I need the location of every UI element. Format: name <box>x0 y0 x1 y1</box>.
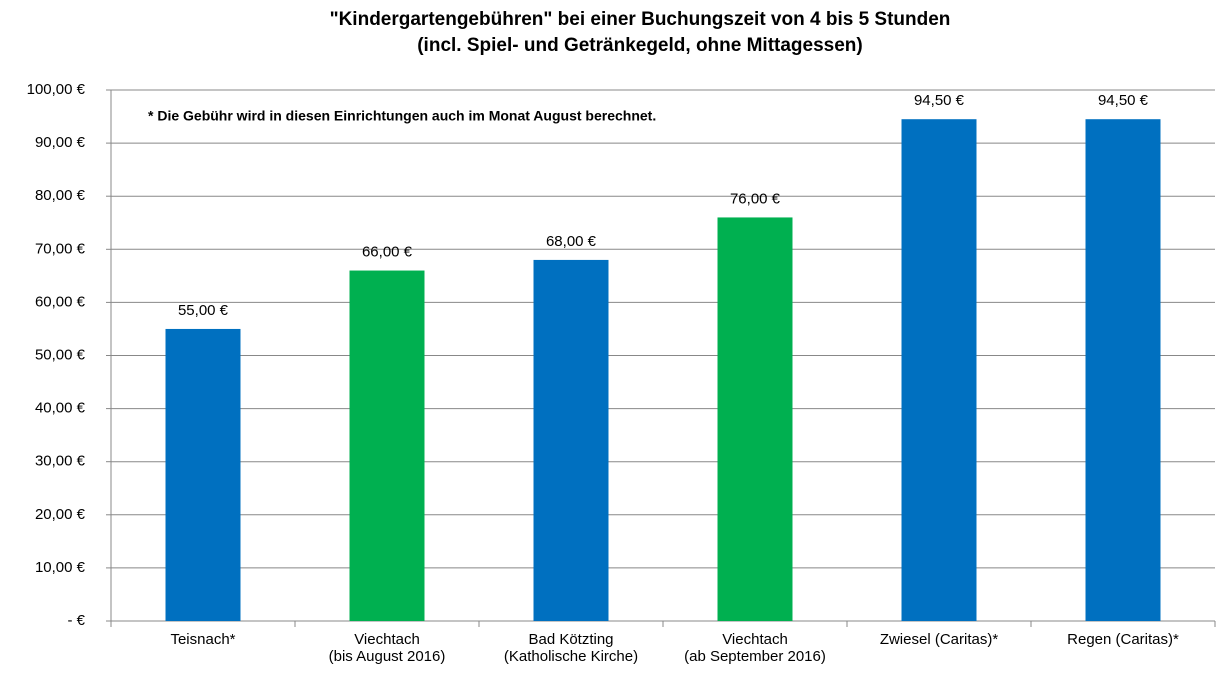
annotation: * Die Gebühr wird in diesen Einrichtunge… <box>148 108 656 124</box>
y-tick-label: - € <box>67 612 85 629</box>
y-tick-label: 10,00 € <box>35 559 86 576</box>
y-tick-label: 50,00 € <box>35 346 86 363</box>
x-tick-label: (Katholische Kirche) <box>504 648 638 665</box>
data-label: 68,00 € <box>546 233 597 250</box>
y-tick-label: 20,00 € <box>35 506 86 523</box>
bar <box>165 328 241 621</box>
y-tick-label: 90,00 € <box>35 134 86 151</box>
data-label: 66,00 € <box>362 244 413 261</box>
y-tick-label: 30,00 € <box>35 453 86 470</box>
y-tick-label: 100,00 € <box>27 81 86 98</box>
chart-title: "Kindergartengebühren" bei einer Buchung… <box>330 9 951 30</box>
x-tick-label: Bad Kötzting <box>528 631 613 648</box>
bar <box>349 270 425 621</box>
chart-subtitle: (incl. Spiel- und Getränkegeld, ohne Mit… <box>417 35 863 56</box>
bar <box>533 259 609 621</box>
y-tick-label: 40,00 € <box>35 400 86 417</box>
data-label: 94,50 € <box>914 92 965 109</box>
x-tick-label: (bis August 2016) <box>329 648 446 665</box>
x-tick-label: (ab September 2016) <box>684 648 826 665</box>
x-tick-label: Viechtach <box>722 631 788 648</box>
x-tick-label: Teisnach* <box>170 631 235 648</box>
y-tick-label: 70,00 € <box>35 240 86 257</box>
data-label: 55,00 € <box>178 302 229 319</box>
data-label: 94,50 € <box>1098 92 1149 109</box>
data-label: 76,00 € <box>730 190 781 207</box>
y-tick-label: 80,00 € <box>35 187 86 204</box>
y-tick-label: 60,00 € <box>35 293 86 310</box>
bar <box>717 217 793 621</box>
x-tick-label: Viechtach <box>354 631 420 648</box>
bar <box>901 119 977 621</box>
x-tick-label: Regen (Caritas)* <box>1067 631 1179 648</box>
x-tick-label: Zwiesel (Caritas)* <box>880 631 999 648</box>
bar <box>1085 119 1161 621</box>
